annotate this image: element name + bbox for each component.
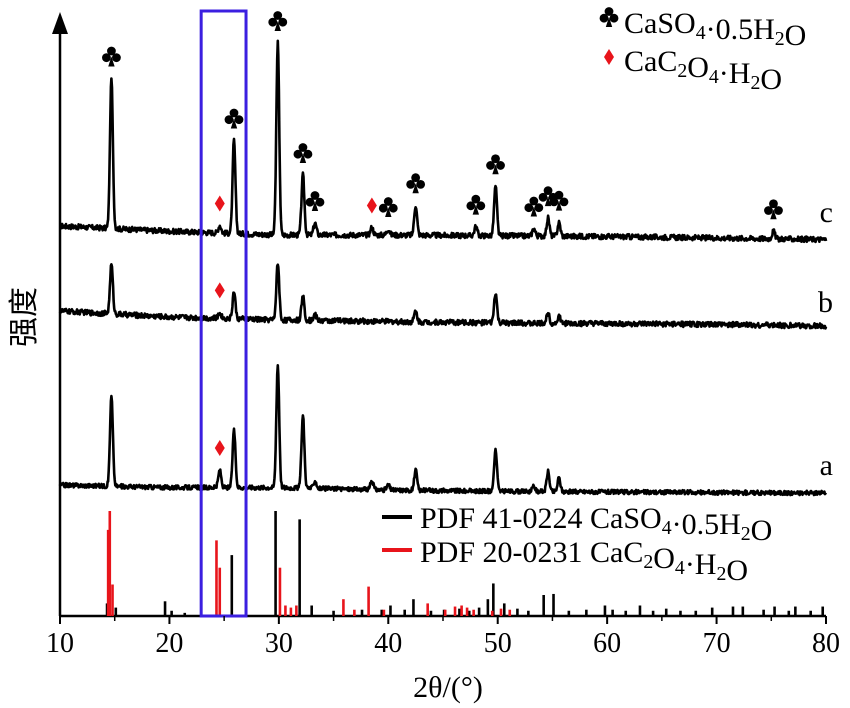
xrd-traces [58,39,828,497]
club-marker [466,194,486,215]
x-tick-label: 30 [265,628,293,659]
legend-club-icon [599,7,619,27]
series-label-b: b [818,286,833,319]
x-tick-label: 50 [484,628,512,659]
x-tick-label: 80 [812,628,840,659]
x-tick-label: 10 [46,628,74,659]
x-tick-label: 40 [374,628,402,659]
diamond-marker [214,282,225,299]
club-marker [486,154,505,175]
y-axis-label: 强度 [7,287,42,347]
legend-item-cac2o4: CaC2O4·H2O [624,45,782,96]
x-tick-label: 60 [593,628,621,659]
series-label-c: c [820,196,833,229]
y-axis-arrow [52,12,68,34]
peak-markers [102,11,783,456]
x-axis-label: 2θ/(°) [413,671,483,704]
trace-c [59,39,828,244]
club-marker [378,197,398,217]
club-marker [764,199,783,220]
x-tick-label: 70 [703,628,731,659]
legend-item-pdf-41-0224: PDF 41-0224 CaSO4·0.5H2O [420,502,772,547]
x-tick-label: 20 [155,628,183,659]
trace-a [58,364,828,497]
club-marker [293,143,313,163]
club-marker [549,190,569,211]
reference-patterns [105,511,825,616]
club-marker [305,191,325,211]
series-label-a: a [820,449,833,482]
highlight-box [199,9,248,618]
club-marker [268,11,288,31]
x-ticks: 10 20 30 40 50 60 70 80 [46,616,840,659]
legend-diamond-icon [604,49,614,65]
club-marker [224,108,244,129]
legend-item-pdf-20-0231: PDF 20-0231 CaC2O4·H2O [420,536,748,587]
club-marker [102,46,121,67]
series-labels: c b a [818,196,833,482]
trace-b [58,263,828,330]
diamond-marker [214,440,225,456]
diamond-marker [214,195,225,212]
diamond-marker [366,197,377,214]
club-marker [406,173,426,194]
legend-item-caso4: CaSO4·0.5H2O [624,7,806,52]
club-marker [524,196,544,217]
